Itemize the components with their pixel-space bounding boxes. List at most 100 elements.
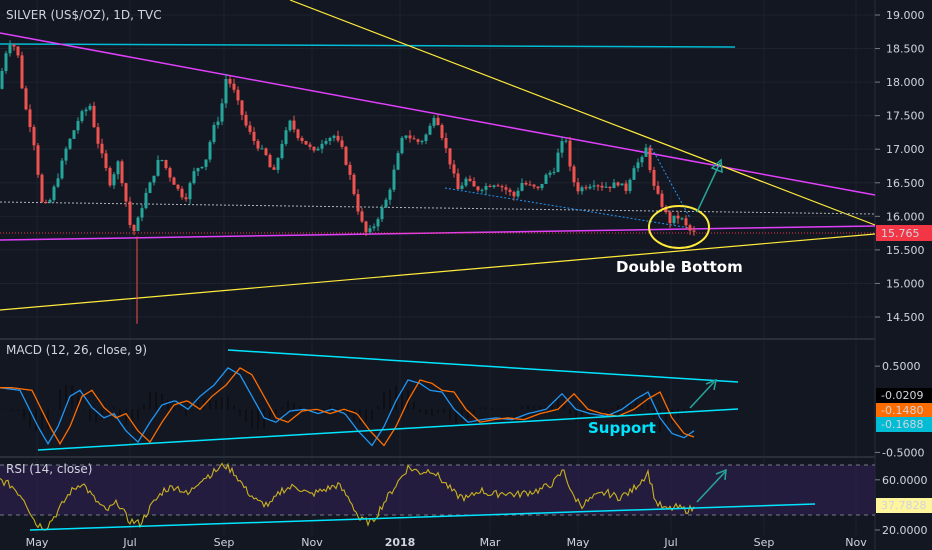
macd-hist-bar (119, 409, 121, 415)
macd-hist-bar (461, 409, 463, 422)
candle-body (492, 185, 496, 187)
macd-title: MACD (12, 26, close, 9) (6, 343, 147, 357)
chart-title: SILVER (US$/OZ), 1D, TVC (6, 8, 162, 22)
macd-hist-bar (323, 409, 325, 410)
rsi-line (0, 462, 695, 531)
candle-body (12, 44, 16, 47)
candle-body (408, 135, 412, 139)
candle-body (196, 168, 200, 172)
candle-body (288, 120, 292, 131)
candle-body (464, 178, 468, 186)
time-tick-label: May (26, 536, 49, 549)
macd-hist-bar (329, 405, 331, 410)
candle-body (276, 158, 280, 170)
breakout-arrow-head (710, 158, 723, 174)
candle-body (636, 162, 640, 169)
candle-body (44, 201, 48, 203)
macd-hist-bar (11, 409, 13, 411)
macd-hist-bar (455, 409, 457, 424)
descending-trendline-yellow (289, 0, 876, 226)
candle-body (240, 100, 244, 115)
candle-body (544, 174, 548, 184)
macd-line-value: -0.1688 (881, 418, 923, 431)
macd-hist-bar (521, 406, 523, 410)
price-trendlines (0, 0, 876, 311)
candle-body (628, 179, 632, 191)
candle-body (264, 148, 268, 155)
price-tick-label: 18.000 (886, 76, 925, 89)
candle-body (444, 138, 448, 149)
macd-hist-bar (449, 409, 451, 421)
macd-resistance-line (227, 349, 739, 383)
time-tick-label: Jul (663, 536, 677, 549)
macd-signal-tag (876, 403, 932, 418)
candle-body (688, 225, 692, 231)
macd-hist-bar (47, 409, 49, 429)
candle-body (236, 89, 240, 101)
candle-body (172, 177, 176, 185)
candle-body (416, 139, 420, 142)
macd-signal-line (0, 367, 695, 447)
candle-body (92, 105, 96, 128)
macd-hist-bar (671, 409, 673, 424)
candle-body (24, 88, 28, 110)
candle-body (140, 208, 144, 218)
candle-body (252, 131, 256, 141)
macd-hist-bar (677, 409, 679, 419)
macd-hist-bar (215, 399, 217, 410)
candle-body (60, 160, 64, 179)
macd-hist-bar (623, 404, 625, 410)
macd-hist-bar (143, 405, 145, 410)
candle-body (56, 178, 60, 187)
candle-body (564, 140, 568, 142)
candle-body (436, 117, 440, 126)
macd-hist-bar (161, 393, 163, 410)
candle-body (684, 218, 688, 226)
candle-body (8, 44, 12, 54)
macd-hist-bar (275, 409, 277, 414)
candle-body (176, 184, 180, 189)
current-price-tag (876, 225, 932, 241)
macd-hist-bar (605, 409, 607, 412)
candle-body (536, 186, 540, 189)
candle-body (364, 221, 368, 233)
candle-body (180, 188, 184, 198)
candle-body (64, 148, 68, 161)
candle-body (488, 185, 492, 187)
candle-body (668, 212, 672, 224)
candle-body (484, 185, 488, 190)
candle-body (120, 161, 124, 184)
candle-body (284, 130, 288, 144)
candle-body (312, 146, 316, 151)
candle-body (692, 230, 696, 232)
double-bottom-circle (648, 205, 710, 249)
candle-body (96, 127, 100, 144)
candle-body (676, 215, 680, 219)
candle-body (0, 70, 4, 89)
macd-hist-bar (599, 409, 601, 412)
candle-body (528, 184, 532, 186)
macd-hist-bar (137, 409, 139, 420)
price-tick-label: 15.500 (886, 244, 925, 257)
macd-hist-bar (665, 409, 667, 428)
breakout-arrow-line (696, 162, 721, 213)
macd-hist-bar (221, 397, 223, 410)
macd-hist-bar (95, 409, 97, 423)
price-candles (0, 40, 696, 324)
rsi-support-line (29, 503, 816, 531)
candle-body (328, 137, 332, 142)
candle-body (500, 186, 504, 188)
candle-body (32, 127, 36, 146)
time-tick-label: Sep (754, 536, 775, 549)
candle-body (588, 186, 592, 189)
macd-hist-bar (503, 409, 505, 410)
candle-body (556, 152, 560, 172)
macd-tick-label: -0.5000 (882, 446, 924, 459)
macd-hist-bar (5, 409, 7, 410)
candle-body (512, 191, 516, 197)
macd-hist-bar (497, 408, 499, 410)
candle-body (208, 141, 212, 160)
candle-body (452, 164, 456, 174)
